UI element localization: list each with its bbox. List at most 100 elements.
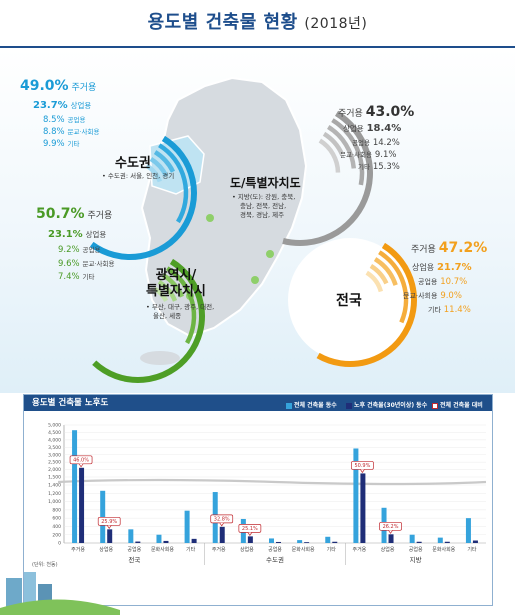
capital-ring-3 — [149, 156, 169, 178]
y-tick-label: 4,500 — [48, 430, 61, 436]
bar-old — [247, 536, 253, 543]
bar-total — [128, 529, 134, 543]
metro-item-0: 50.7% 주거용 — [36, 206, 113, 222]
bar-total — [72, 430, 78, 543]
category-label: 공업용 — [127, 546, 141, 553]
bar-total — [184, 510, 190, 543]
bar-total — [297, 540, 303, 543]
unit-label: (단위: 천동) — [32, 561, 58, 568]
bar-old — [444, 541, 450, 543]
national-region-name: 전국 — [336, 293, 362, 309]
province-ring-1 — [331, 118, 365, 186]
national-item-2: 공업용 10.7% — [418, 277, 468, 287]
callout-pointer — [388, 530, 393, 534]
bar-old — [388, 534, 394, 543]
province-item-4: 기타 15.3% — [358, 162, 400, 172]
bar-old — [416, 541, 422, 543]
y-tick-label: 1,200 — [48, 491, 61, 497]
y-tick-label: 1,500 — [48, 475, 61, 481]
bar-old — [332, 541, 338, 543]
callout-group: 46.0% 25.9% 32.8% 25.1% 50.9% 26.2% — [69, 455, 402, 537]
metro-dot — [251, 276, 259, 284]
hill-shape — [0, 599, 120, 615]
category-label: 주거용 — [212, 546, 226, 553]
category-label: 주거용 — [352, 546, 366, 553]
bar-total — [325, 536, 331, 543]
y-tick-label: 5,000 — [48, 423, 61, 429]
bar-old — [163, 540, 169, 543]
bar-old — [276, 541, 281, 543]
title-year: (2018년) — [304, 16, 368, 32]
bar-total — [465, 518, 471, 543]
bar-old — [472, 540, 478, 543]
y-tick-label: 400 — [52, 524, 61, 530]
metro-item-4: 7.4% 기타 — [58, 272, 95, 282]
bar-total — [353, 448, 359, 543]
group-label: 전국 — [128, 555, 140, 564]
category-label: 문화사회용 — [292, 546, 315, 553]
y-tick-label: 3,500 — [48, 445, 61, 451]
title-text: 용도별 건축물 현황 — [147, 12, 298, 33]
bar-total — [156, 534, 162, 543]
callout-box — [210, 514, 234, 524]
category-label: 문화사회용 — [151, 546, 174, 553]
y-tick-label: 800 — [52, 507, 61, 513]
capital-ring-4 — [145, 163, 162, 183]
legend-ratio: 전체 건축물 대비 — [432, 398, 483, 414]
metro-region-name: 광역시/ 특별자치시 — [146, 268, 206, 299]
national-disc — [288, 238, 412, 362]
callout-label: 50.9% — [354, 463, 370, 469]
bar-old — [304, 542, 310, 543]
province-region-name: 도/특별자치도 — [230, 176, 301, 190]
bar-old — [107, 529, 113, 543]
category-label: 공업용 — [409, 546, 423, 553]
province-item-0: 주거용 43.0% — [338, 104, 415, 120]
category-label: 문화사회용 — [432, 546, 455, 553]
province-item-3: 문교·사회용 9.1% — [340, 150, 397, 160]
province-item-2: 공업용 14.2% — [352, 138, 400, 148]
metro-item-1: 23.1% 상업용 — [48, 229, 107, 240]
metro-ring-0 — [92, 258, 205, 383]
capital-region-name: 수도권 — [115, 156, 151, 171]
province-ring-0 — [282, 110, 373, 246]
category-label: 기타 — [327, 546, 337, 553]
aging-chart-panel: 용도별 건축물 노후도 전체 건축물 동수 노후 건축물(30년이상) 동수 전… — [23, 394, 493, 606]
metro-item-2: 9.2% 공업용 — [58, 245, 101, 255]
capital-ring-2 — [153, 150, 176, 173]
bar-old — [79, 467, 85, 543]
y-axis: 0 200 400 600 800 1,000 1,200 1,400 1,500 2,0002,… — [48, 423, 487, 547]
y-tick-label: 200 — [52, 532, 61, 538]
ring-group — [89, 110, 417, 383]
building-shape — [24, 572, 36, 608]
aging-bar-chart: 0 200 400 600 800 1,000 1,200 1,400 1,500 2,0002,… — [32, 423, 487, 568]
y-tick-label: 2,000 — [48, 467, 61, 473]
national-ring-1 — [378, 250, 409, 324]
callout-label: 46.0% — [73, 458, 89, 464]
metro-dot — [206, 214, 214, 222]
province-ring-3 — [322, 131, 345, 156]
y-tick-label: 1,000 — [48, 499, 61, 505]
metro-ring-3 — [157, 279, 178, 302]
province-ring-4 — [318, 138, 341, 173]
metro-dot — [266, 250, 274, 258]
category-label: 상업용 — [99, 546, 113, 553]
callout-label: 26.2% — [383, 524, 399, 530]
callout-pointer — [360, 469, 365, 474]
group-label: 수도권 — [266, 556, 284, 564]
y-tick-label: 600 — [52, 516, 61, 522]
capital-region-desc: • 수도권: 서울, 인천, 경기 — [102, 172, 175, 180]
y-tick-label: 4,000 — [48, 437, 61, 443]
national-item-3: 문교·사회용 9.0% — [403, 291, 462, 301]
capital-item-0: 49.0% 주거용 — [20, 78, 97, 94]
bar-old — [360, 473, 366, 543]
category-label: 공업용 — [268, 546, 282, 553]
page-title: 용도별 건축물 현황 (2018년) — [0, 0, 515, 47]
axis-break — [57, 478, 487, 486]
title-bar: 용도별 건축물 현황 (2018년) — [0, 0, 515, 48]
y-tick-label: 2,500 — [48, 460, 61, 466]
metro-ring-4 — [153, 286, 169, 303]
legend-old: 노후 건축물(30년이상) 동수 — [346, 398, 427, 414]
callout-pointer — [247, 532, 253, 537]
